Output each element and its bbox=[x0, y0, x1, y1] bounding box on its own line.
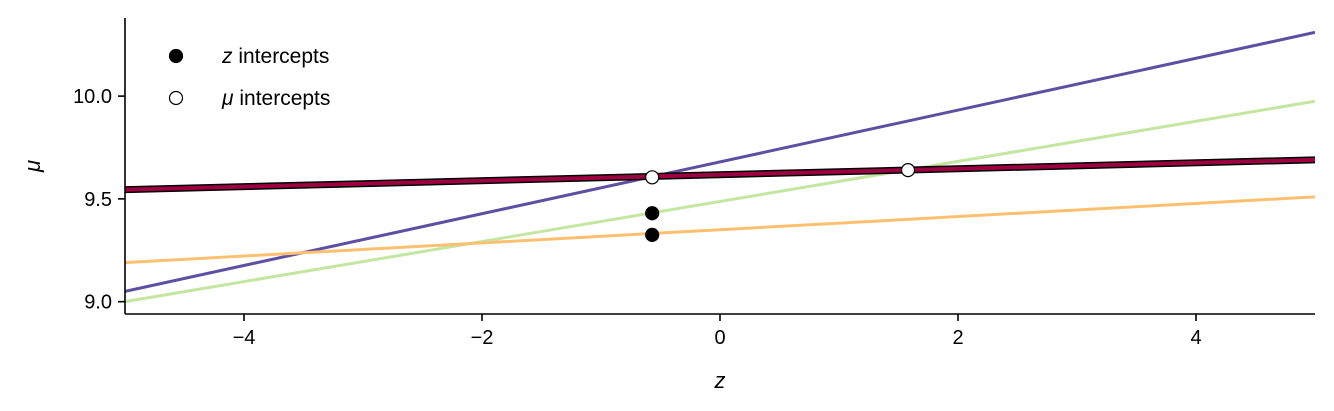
z-intercept-point bbox=[645, 206, 660, 221]
legend-marker bbox=[168, 48, 184, 64]
legend: z intercepts μ intercepts bbox=[168, 45, 330, 110]
series-line-1 bbox=[125, 30, 1315, 293]
x-tick-label: −2 bbox=[471, 327, 494, 349]
mu-intercept-point bbox=[900, 163, 916, 178]
x-tick-label: 0 bbox=[714, 327, 725, 349]
x-tick-label: 2 bbox=[952, 327, 963, 349]
legend-marker bbox=[168, 90, 184, 106]
x-axis-ticks: −4 −2 0 2 4 bbox=[233, 314, 1202, 349]
y-axis-ticks: 9.0 9.5 10.0 bbox=[73, 86, 125, 314]
legend-entry-label: μ intercepts bbox=[221, 87, 330, 110]
mu-intercept-point bbox=[645, 170, 660, 185]
intercept-markers bbox=[645, 163, 916, 242]
y-tick-label: 9.0 bbox=[84, 292, 112, 314]
z-intercept-point bbox=[645, 227, 660, 242]
y-tick-label: 10.0 bbox=[73, 86, 112, 108]
legend-entry-label: z intercepts bbox=[221, 45, 329, 68]
x-tick-label: 4 bbox=[1190, 327, 1201, 349]
series-lines bbox=[125, 30, 1315, 304]
y-tick-label: 9.5 bbox=[84, 189, 112, 211]
x-tick-label: −4 bbox=[233, 327, 256, 349]
series-line-3 bbox=[125, 195, 1315, 265]
y-axis-label: μ bbox=[20, 160, 45, 173]
series-line-4 bbox=[125, 157, 1315, 192]
x-axis-label: z bbox=[714, 368, 726, 393]
series-line-2 bbox=[125, 99, 1315, 304]
